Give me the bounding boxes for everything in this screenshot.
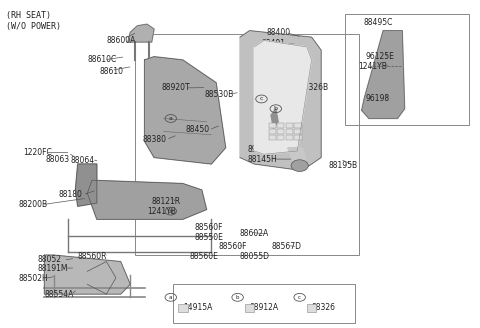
Text: 88567D: 88567D xyxy=(271,242,301,252)
Text: 88530B: 88530B xyxy=(204,90,233,99)
Text: 88055D: 88055D xyxy=(240,252,270,261)
Text: (RH SEAT)
(W/O POWER): (RH SEAT) (W/O POWER) xyxy=(6,11,61,31)
Text: 96198: 96198 xyxy=(365,94,389,103)
Polygon shape xyxy=(87,261,116,294)
Text: a: a xyxy=(169,209,173,214)
Text: 88600A: 88600A xyxy=(107,36,136,45)
Polygon shape xyxy=(144,57,226,164)
Polygon shape xyxy=(240,31,321,171)
Polygon shape xyxy=(254,40,312,154)
Text: 88326: 88326 xyxy=(312,303,336,312)
Text: 88912A: 88912A xyxy=(250,303,279,312)
Text: a: a xyxy=(169,116,173,121)
Bar xyxy=(277,129,284,134)
Text: b: b xyxy=(274,106,278,111)
Polygon shape xyxy=(44,255,130,294)
Text: 88121R: 88121R xyxy=(152,197,181,206)
Bar xyxy=(269,123,276,128)
Text: 88560R: 88560R xyxy=(78,252,107,261)
Text: 96125E: 96125E xyxy=(365,52,394,61)
Text: 88063: 88063 xyxy=(46,154,70,164)
Text: 88195B: 88195B xyxy=(328,161,358,170)
Bar xyxy=(245,304,254,312)
Text: 88602A: 88602A xyxy=(240,229,269,238)
Bar xyxy=(294,129,301,134)
Text: 88560F: 88560F xyxy=(195,223,223,232)
Bar xyxy=(307,304,316,312)
Text: 88550E: 88550E xyxy=(195,233,224,242)
Bar xyxy=(294,123,301,128)
Text: 88380: 88380 xyxy=(142,135,166,144)
Bar xyxy=(286,135,293,140)
Bar xyxy=(269,129,276,134)
Text: 88920T: 88920T xyxy=(161,83,190,92)
Bar xyxy=(277,135,284,140)
Text: 88554A: 88554A xyxy=(44,290,74,299)
Text: 88560F: 88560F xyxy=(218,242,247,252)
Text: 88191M: 88191M xyxy=(37,264,68,273)
Text: 88450: 88450 xyxy=(185,125,209,134)
Text: 1241YB: 1241YB xyxy=(147,207,176,215)
Bar xyxy=(345,14,469,125)
Bar xyxy=(135,34,360,255)
Text: c: c xyxy=(260,96,263,101)
Text: 88610: 88610 xyxy=(99,67,123,76)
Bar xyxy=(269,135,276,140)
Text: 1241YB: 1241YB xyxy=(359,62,387,71)
Bar xyxy=(286,129,293,134)
Text: 1338AC: 1338AC xyxy=(262,83,291,92)
Text: 88400: 88400 xyxy=(266,28,290,37)
Polygon shape xyxy=(75,164,97,206)
Polygon shape xyxy=(87,180,206,219)
Bar xyxy=(178,304,188,312)
Text: 88502H: 88502H xyxy=(18,274,48,283)
Text: 1220FC: 1220FC xyxy=(23,148,52,157)
Polygon shape xyxy=(288,148,307,161)
Text: 14915A: 14915A xyxy=(183,303,212,312)
Polygon shape xyxy=(128,24,154,42)
Bar xyxy=(286,123,293,128)
Text: 88180: 88180 xyxy=(59,190,83,199)
Text: 88200B: 88200B xyxy=(18,200,47,209)
Text: 88401: 88401 xyxy=(262,39,286,48)
Bar xyxy=(173,284,355,323)
Text: 88326B: 88326B xyxy=(300,83,329,92)
Text: 89245H: 89245H xyxy=(247,145,277,154)
Polygon shape xyxy=(362,31,405,118)
Text: b: b xyxy=(236,295,240,300)
Polygon shape xyxy=(271,109,278,128)
Bar xyxy=(277,123,284,128)
Text: 88560E: 88560E xyxy=(190,252,219,261)
Text: 88495C: 88495C xyxy=(364,18,393,27)
Text: c: c xyxy=(298,295,301,300)
Bar xyxy=(294,135,301,140)
Text: a: a xyxy=(169,295,172,300)
Text: 88610C: 88610C xyxy=(87,55,117,64)
Text: 88064: 88064 xyxy=(71,155,95,165)
Text: 88052: 88052 xyxy=(37,256,61,264)
Circle shape xyxy=(291,160,308,172)
Text: 88145H: 88145H xyxy=(247,154,277,164)
Text: 1249QA: 1249QA xyxy=(271,93,301,102)
